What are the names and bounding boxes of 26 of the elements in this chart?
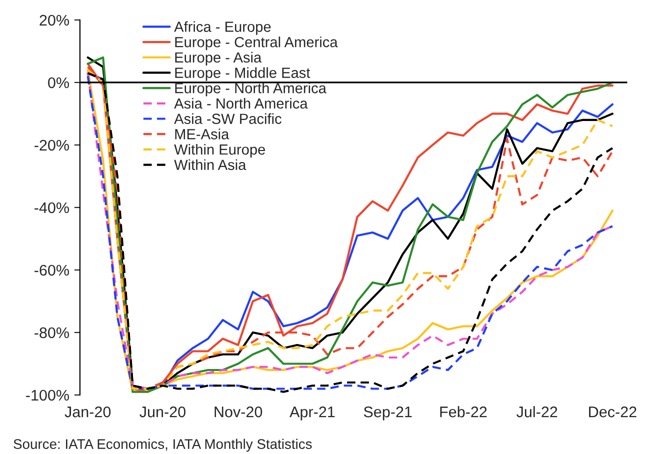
legend-label: Within Europe	[174, 144, 265, 158]
x-tick-label: Dec-22	[589, 406, 636, 418]
x-tick-label: Apr-21	[290, 406, 335, 420]
x-tick-label: Jan-20	[64, 406, 111, 418]
legend-label: Europe - North America	[175, 82, 326, 96]
x-tick-label: Feb-22	[440, 406, 487, 418]
x-tick-label: Nov-20	[214, 406, 262, 418]
legend-label: Europe - Middle East	[175, 67, 310, 81]
x-tick-label: Jun-20	[140, 406, 186, 418]
legend-label: Asia - North America	[174, 98, 308, 109]
x-tick-label: Jul-22	[516, 406, 558, 418]
source-note: Source: IATA Economics, IATA Monthly Statistics	[14, 438, 312, 452]
y-tick-label: -20%	[34, 140, 69, 151]
legend-label: Europe - Central America	[175, 36, 338, 50]
x-tick-label: Sep-21	[364, 406, 412, 420]
legend-label: Africa - Europe	[174, 21, 271, 35]
legend-label: Europe - Asia	[175, 52, 262, 66]
y-tick-label: -40%	[34, 202, 69, 214]
legend-label: Within Asia	[174, 159, 246, 170]
legend-label: ME-Asia	[175, 128, 230, 140]
legend-label: Asia -SW Pacific	[174, 113, 282, 124]
y-tick-label: -80%	[34, 327, 69, 338]
y-tick-label: -60%	[34, 264, 69, 276]
y-tick-label: 0%	[48, 77, 69, 88]
y-tick-label: 20%	[40, 14, 69, 26]
y-tick-label: -100%	[26, 390, 69, 401]
